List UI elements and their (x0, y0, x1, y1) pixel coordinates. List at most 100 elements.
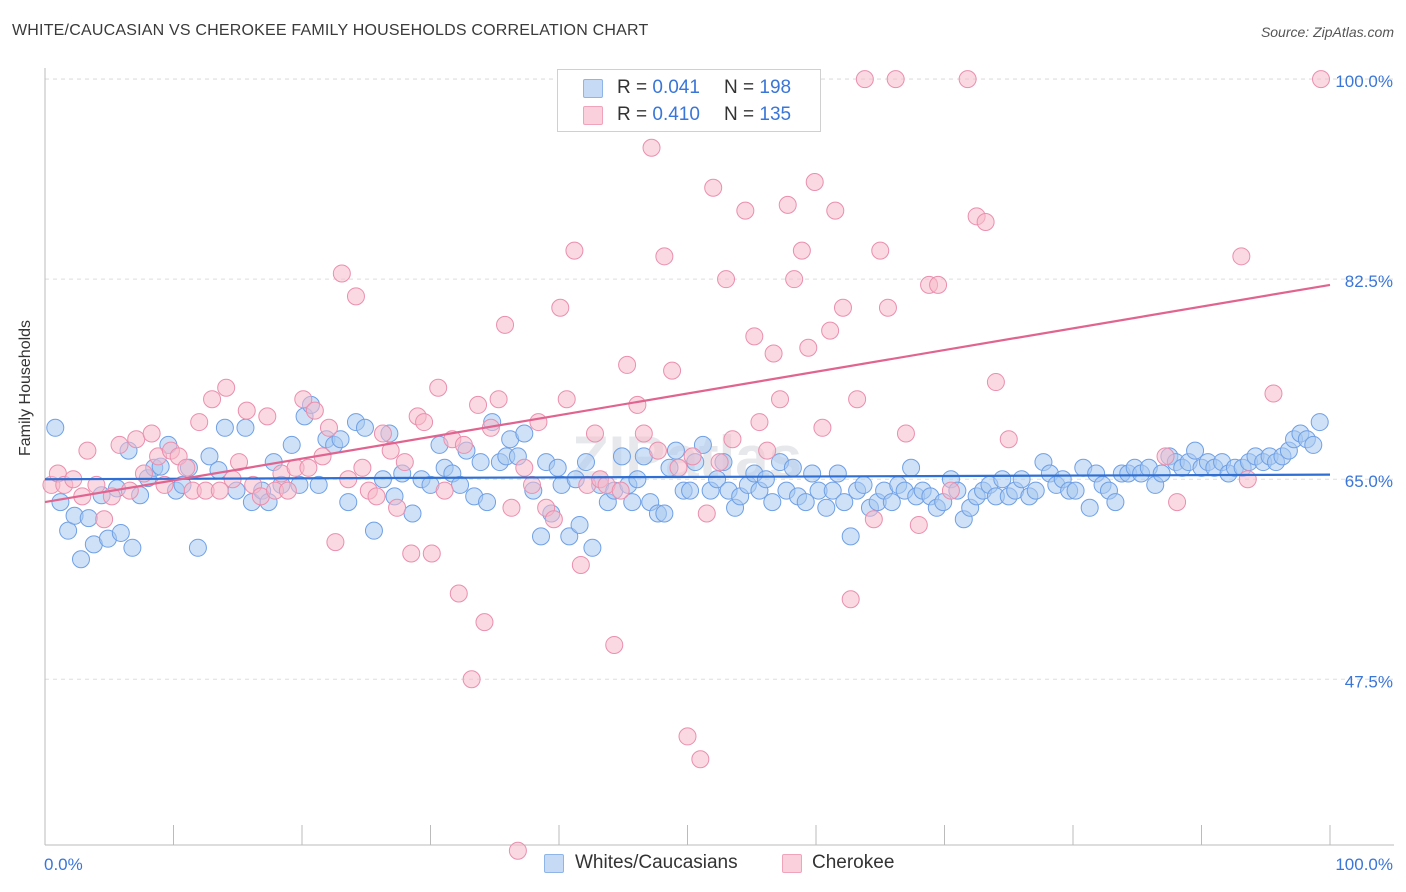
data-point (796, 493, 815, 512)
legend-n-label: N = (724, 77, 760, 98)
data-point (429, 378, 448, 397)
data-point (373, 470, 392, 489)
data-point (642, 138, 661, 157)
y-tick-label: 65.0% (1345, 472, 1393, 491)
data-point (628, 395, 647, 414)
data-point (763, 493, 782, 512)
data-point (666, 441, 685, 460)
trend-line-cherokee (44, 283, 1331, 504)
data-point (422, 544, 441, 563)
data-point (548, 458, 567, 477)
data-point (1152, 464, 1171, 483)
data-point (841, 527, 860, 546)
data-point (332, 264, 351, 283)
data-point (605, 635, 624, 654)
trend-line-whites (44, 473, 1331, 481)
data-point (203, 390, 222, 409)
data-point (745, 327, 764, 346)
legend-r-value: 0.041 (652, 77, 700, 98)
data-point (1312, 70, 1331, 89)
legend-box: R = 0.041 N = 198 R = 0.410 N = 135 (557, 69, 821, 132)
data-point (611, 481, 630, 500)
data-point (299, 458, 318, 477)
data-point (339, 493, 358, 512)
legend-n-value: 198 (759, 77, 792, 98)
data-point (976, 213, 995, 232)
data-point (1310, 413, 1329, 432)
data-point (778, 195, 797, 214)
data-point (123, 538, 142, 557)
data-point (319, 418, 338, 437)
gridlines (45, 78, 1394, 680)
y-axis-label: Family Households (17, 319, 34, 456)
data-point (1106, 493, 1125, 512)
data-point (59, 521, 78, 540)
data-point (803, 464, 822, 483)
data-point (1304, 435, 1323, 454)
legend-r-label: R = (617, 104, 653, 125)
data-point (515, 424, 534, 443)
data-point (571, 555, 590, 574)
data-point (402, 544, 421, 563)
data-point (835, 493, 854, 512)
data-point (236, 418, 255, 437)
data-point (415, 413, 434, 432)
data-point (565, 241, 584, 260)
data-point (576, 453, 595, 472)
data-point (823, 481, 842, 500)
y-tick-label: 82.5% (1345, 272, 1393, 291)
legend-label-cherokee: Cherokee (812, 852, 895, 873)
tick-labels: 100.0% 82.5% 65.0% 47.5% 0.0% 100.0% (44, 72, 1393, 874)
data-point (708, 470, 727, 489)
data-point (1156, 447, 1175, 466)
legend-r-label: R = (617, 77, 653, 98)
data-point (669, 458, 688, 477)
legend-swatch-cherokee (583, 106, 603, 125)
data-point (142, 424, 161, 443)
data-point (628, 470, 647, 489)
data-point (648, 441, 667, 460)
data-point (367, 487, 386, 506)
data-point (841, 590, 860, 609)
data-point (929, 275, 948, 294)
data-point (278, 481, 297, 500)
data-point (471, 453, 490, 472)
data-point (799, 338, 818, 357)
data-point (230, 453, 249, 472)
data-point (475, 613, 494, 632)
data-point (878, 298, 897, 317)
data-point (200, 447, 219, 466)
data-point (1186, 441, 1205, 460)
data-point (871, 241, 890, 260)
data-point (449, 584, 468, 603)
data-point (736, 201, 755, 220)
legend-swatch-whites (544, 854, 564, 873)
data-point (403, 504, 422, 523)
data-point (813, 418, 832, 437)
data-point (623, 493, 642, 512)
data-point (1066, 481, 1085, 500)
data-point (821, 321, 840, 340)
data-point (532, 527, 551, 546)
data-point (710, 453, 729, 472)
data-points (42, 70, 1331, 860)
data-point (902, 458, 921, 477)
data-point (557, 390, 576, 409)
data-point (71, 550, 90, 569)
data-point (523, 475, 542, 494)
data-point (663, 361, 682, 380)
data-point (78, 441, 97, 460)
data-point (583, 538, 602, 557)
data-point (355, 418, 374, 437)
data-point (681, 481, 700, 500)
data-point (508, 841, 527, 860)
data-point (346, 287, 365, 306)
data-point (691, 750, 710, 769)
data-point (217, 378, 236, 397)
series-cherokee (42, 70, 1331, 860)
data-point (388, 498, 407, 517)
data-point (210, 481, 229, 500)
data-point (958, 70, 977, 89)
data-point (986, 373, 1005, 392)
